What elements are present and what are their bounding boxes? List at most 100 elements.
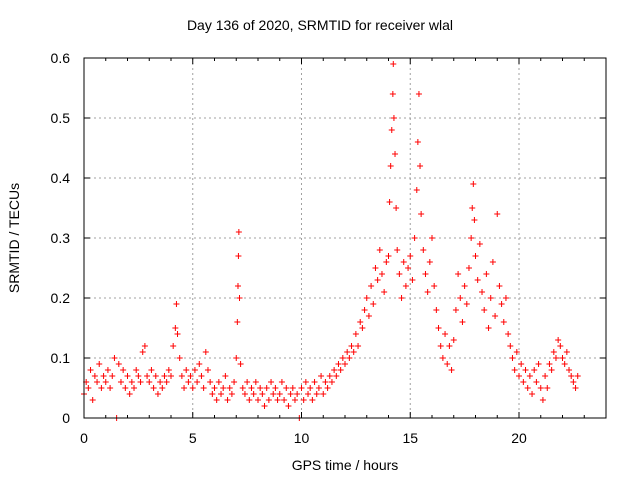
x-axis-label: GPS time / hours [291,457,399,473]
data-point-63 [215,379,222,385]
data-point-131 [355,343,362,349]
x-tick-label-0: 0 [80,430,88,446]
data-point-164 [414,139,421,145]
data-point-231 [552,355,559,361]
data-point-97 [281,397,288,403]
data-point-111 [311,379,318,385]
y-axis-label: SRMTID / TECUs [6,182,22,294]
data-point-172 [429,235,435,241]
data-point-222 [533,379,540,385]
data-point-128 [348,343,355,349]
data-point-129 [350,349,357,355]
data-point-214 [516,373,522,379]
data-point-112 [313,391,320,397]
data-point-176 [437,343,444,349]
y-tick-label-1: 0.1 [51,350,71,366]
data-point-44 [174,331,181,337]
data-point-43 [173,301,180,307]
data-point-197 [479,289,486,295]
data-point-62 [213,397,220,403]
data-point-96 [278,379,285,385]
data-point-11 [104,367,111,373]
data-point-153 [393,205,400,211]
data-point-200 [485,325,492,331]
data-point-230 [550,349,557,355]
data-point-116 [322,379,329,385]
data-point-152 [392,151,399,157]
data-point-76 [236,295,243,301]
data-point-64 [218,391,225,397]
data-point-202 [489,259,496,265]
data-point-169 [422,271,429,277]
data-point-73 [234,283,241,289]
data-point-191 [469,205,476,211]
data-point-21 [126,391,133,397]
data-point-89 [263,385,270,391]
data-point-189 [465,265,472,271]
data-point-38 [163,379,170,385]
data-point-133 [359,325,366,331]
data-point-20 [124,373,131,379]
data-point-25 [135,373,142,379]
data-point-10 [102,379,109,385]
data-point-50 [187,373,194,379]
data-point-103 [294,391,301,397]
data-point-4 [89,397,96,403]
data-point-27 [139,349,146,355]
data-point-71 [233,355,240,361]
data-point-19 [122,385,129,391]
data-point-167 [418,211,425,217]
data-point-224 [537,385,544,391]
data-point-101 [289,385,296,391]
data-point-136 [365,313,372,319]
data-point-174 [433,307,440,313]
x-tick-label-2: 10 [294,430,310,446]
data-point-117 [324,385,331,391]
data-point-59 [207,379,214,385]
data-point-213 [513,349,520,355]
x-tick-label-1: 5 [189,430,197,446]
data-point-186 [459,319,466,325]
data-point-55 [198,373,205,379]
data-point-54 [196,361,203,367]
data-point-70 [231,379,238,385]
data-point-170 [424,289,431,295]
data-point-49 [185,379,192,385]
data-point-141 [376,247,383,253]
data-point-215 [518,361,525,367]
data-point-126 [344,349,351,355]
data-point-155 [396,271,403,277]
data-point-130 [352,331,359,337]
data-point-72 [234,319,241,325]
data-point-110 [309,397,316,403]
data-point-154 [394,247,401,253]
data-point-156 [398,295,405,301]
data-point-235 [561,361,568,367]
data-point-56 [200,385,207,391]
data-point-188 [463,301,470,307]
data-point-175 [435,325,442,331]
x-tick-label-3: 15 [402,430,418,446]
data-point-87 [259,391,266,397]
data-point-125 [342,361,348,367]
data-point-161 [409,277,416,283]
data-point-185 [457,295,464,301]
data-point-147 [387,163,394,169]
data-point-205 [496,283,503,289]
data-point-31 [148,367,155,373]
data-point-47 [181,385,188,391]
data-point-123 [337,367,344,373]
data-point-16 [115,361,122,367]
data-point-35 [157,379,164,385]
data-point-32 [150,385,157,391]
data-point-12 [107,385,114,391]
data-point-41 [170,343,177,349]
data-point-196 [476,241,483,247]
data-point-5 [91,373,98,379]
data-point-51 [189,385,196,391]
data-point-163 [413,187,420,193]
data-point-236 [563,349,570,355]
data-point-58 [204,367,211,373]
data-point-90 [265,397,272,403]
data-point-113 [315,385,322,391]
